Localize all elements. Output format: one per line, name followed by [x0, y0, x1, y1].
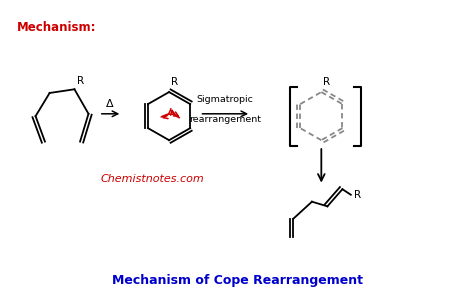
- Text: Chemistnotes.com: Chemistnotes.com: [101, 173, 205, 184]
- Text: Mechanism:: Mechanism:: [17, 21, 96, 34]
- Text: R: R: [323, 78, 330, 87]
- Text: Sigmatropic: Sigmatropic: [197, 95, 254, 104]
- Text: R: R: [171, 78, 178, 87]
- Text: Δ: Δ: [106, 99, 113, 109]
- Text: Mechanism of Cope Rearrangement: Mechanism of Cope Rearrangement: [111, 274, 363, 287]
- Text: R: R: [354, 190, 361, 200]
- Text: R: R: [77, 75, 84, 86]
- Text: rearrangement: rearrangement: [189, 115, 261, 124]
